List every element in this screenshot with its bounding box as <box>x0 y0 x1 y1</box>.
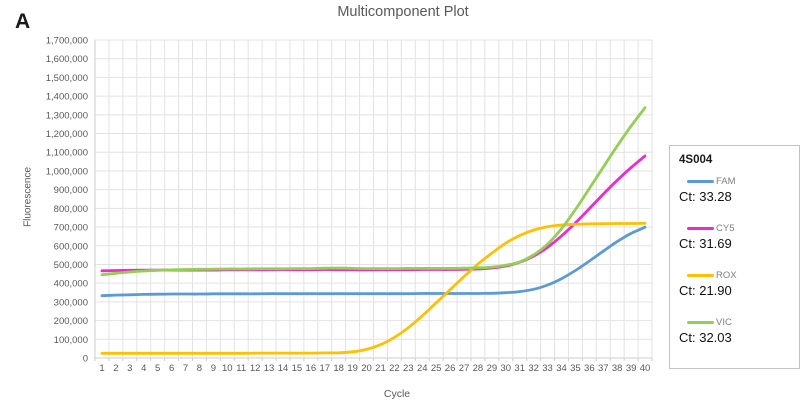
x-tick-label: 16 <box>306 363 317 374</box>
y-tick-label: 900,000 <box>54 185 88 196</box>
y-tick-label: 1,500,000 <box>46 73 88 84</box>
y-tick-label: 1,300,000 <box>46 110 88 121</box>
x-tick-label: 24 <box>417 363 428 374</box>
chart-title: Multicomponent Plot <box>337 4 469 20</box>
y-tick-label: 1,200,000 <box>46 129 88 140</box>
legend-title: 4S004 <box>679 154 713 166</box>
x-tick-label: 36 <box>584 363 595 374</box>
legend-label-cy5: CY5 <box>716 222 735 234</box>
legend-label-fam: FAM <box>716 175 736 187</box>
x-tick-label: 32 <box>528 363 539 374</box>
fam-line-swatch <box>687 179 714 183</box>
x-tick-label: 31 <box>514 363 525 374</box>
x-tick-label: 18 <box>333 363 344 374</box>
legend: 4S004 FAM Ct: 33.28 CY5 Ct: 31.69 ROX Ct… <box>669 145 800 369</box>
x-tick-label: 4 <box>141 363 146 374</box>
x-tick-label: 23 <box>403 363 414 374</box>
x-tick-label: 25 <box>431 363 442 374</box>
x-tick-label: 15 <box>292 363 303 374</box>
x-tick-label: 40 <box>640 363 651 374</box>
x-tick-label: 10 <box>222 363 233 374</box>
y-tick-label: 800,000 <box>54 204 88 215</box>
x-tick-label: 13 <box>264 363 275 374</box>
legend-entry-cy5: CY5 Ct: 31.69 <box>679 222 790 252</box>
x-tick-label: 26 <box>445 363 456 374</box>
x-tick-label: 11 <box>236 363 246 374</box>
x-tick-label: 9 <box>211 363 216 374</box>
y-tick-label: 1,400,000 <box>46 92 88 103</box>
y-tick-label: 100,000 <box>54 335 88 346</box>
x-tick-label: 2 <box>113 363 118 374</box>
y-tick-label: 400,000 <box>54 279 88 290</box>
y-tick-label: 200,000 <box>54 316 88 327</box>
x-tick-label: 33 <box>542 363 553 374</box>
y-tick-label: 1,100,000 <box>46 148 88 159</box>
x-tick-label: 35 <box>570 363 581 374</box>
series-line-rox <box>100 221 647 355</box>
x-tick-label: 8 <box>197 363 202 374</box>
vic-line-swatch <box>687 320 714 324</box>
legend-swatch-row: VIC <box>679 316 790 328</box>
x-tick-label: 39 <box>626 363 637 374</box>
y-tick-label: 1,000,000 <box>46 166 88 177</box>
ct-value-fam: Ct: 33.28 <box>679 189 732 204</box>
series-line-fam <box>100 225 647 298</box>
rox-line-swatch <box>687 273 714 277</box>
x-tick-label: 22 <box>389 363 400 374</box>
y-tick-label: 600,000 <box>54 241 88 252</box>
x-tick-label: 37 <box>598 363 609 374</box>
legend-label-rox: ROX <box>716 269 737 281</box>
y-tick-label: 0 <box>83 354 88 365</box>
x-tick-label: 3 <box>127 363 132 374</box>
ct-value-rox: Ct: 21.90 <box>679 283 732 298</box>
series-line-vic <box>100 106 647 277</box>
legend-swatch-row: FAM <box>679 175 790 187</box>
x-tick-label: 17 <box>319 363 330 374</box>
x-tick-label: 30 <box>500 363 511 374</box>
x-tick-label: 6 <box>169 363 174 374</box>
x-tick-label: 20 <box>361 363 372 374</box>
legend-entry-rox: ROX Ct: 21.90 <box>679 269 790 299</box>
y-tick-label: 300,000 <box>54 297 88 308</box>
legend-label-vic: VIC <box>716 316 732 328</box>
y-tick-label: 1,600,000 <box>46 54 88 65</box>
x-tick-label: 34 <box>556 363 567 374</box>
x-axis-title: Cycle <box>383 388 411 400</box>
ct-value-vic: Ct: 32.03 <box>679 330 732 345</box>
y-tick-label: 700,000 <box>54 223 88 234</box>
legend-entry-vic: VIC Ct: 32.03 <box>679 316 790 346</box>
y-tick-label: 1,700,000 <box>46 36 88 47</box>
cy5-line-swatch <box>687 226 714 230</box>
panel-label: A <box>15 10 31 33</box>
legend-entry-fam: FAM Ct: 33.28 <box>679 175 790 205</box>
y-tick-label: 500,000 <box>54 260 88 271</box>
x-tick-label: 14 <box>278 363 289 374</box>
x-tick-label: 19 <box>347 363 358 374</box>
x-tick-label: 7 <box>183 363 188 374</box>
x-tick-label: 5 <box>155 363 160 374</box>
x-tick-label: 28 <box>473 363 484 374</box>
x-tick-label: 21 <box>375 363 386 374</box>
x-tick-label: 27 <box>459 363 470 374</box>
legend-swatch-row: ROX <box>679 269 790 281</box>
legend-swatch-row: CY5 <box>679 222 790 234</box>
x-tick-label: 38 <box>612 363 623 374</box>
x-tick-label: 29 <box>487 363 498 374</box>
ct-value-cy5: Ct: 31.69 <box>679 236 732 251</box>
x-tick-label: 1 <box>99 363 104 374</box>
x-tick-label: 12 <box>250 363 261 374</box>
